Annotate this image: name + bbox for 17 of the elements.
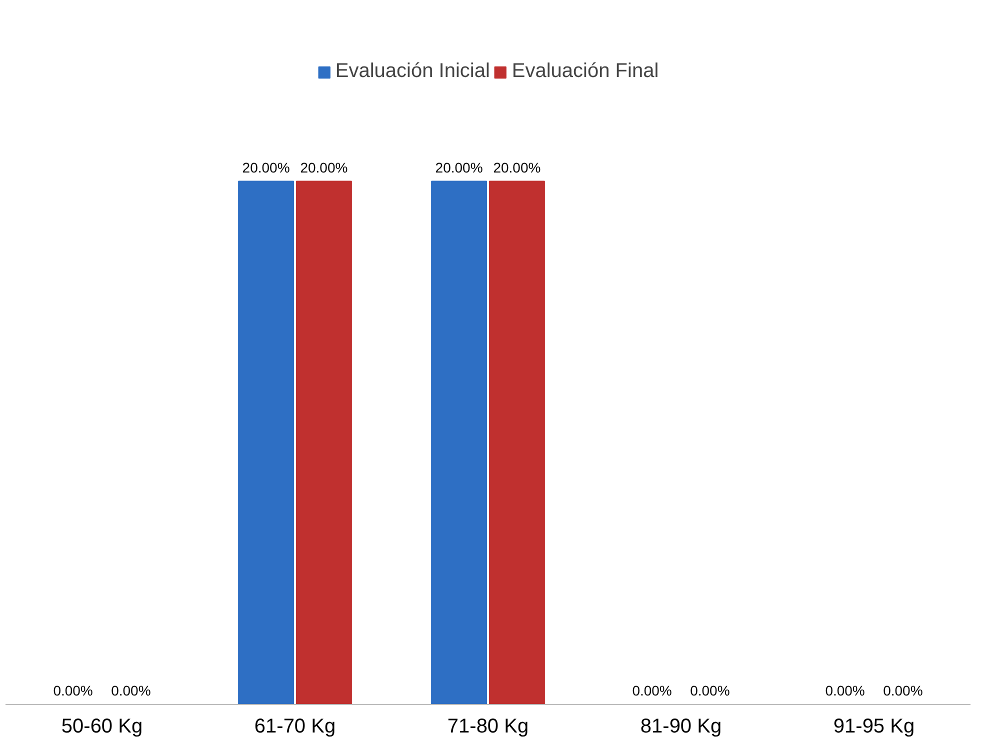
x-tick-label: 91-95 Kg [833,716,915,738]
data-label: 0.00% [111,682,151,698]
x-tick-label: 81-90 Kg [640,716,722,738]
data-label: 0.00% [883,682,923,698]
data-label: 20.00% [435,159,483,176]
legend-label: Evaluación Final [512,60,659,83]
x-tick-label: 71-80 Kg [447,716,529,738]
data-label: 20.00% [493,159,541,176]
legend-label: Evaluación Inicial [335,60,490,83]
data-label: 20.00% [300,159,348,176]
data-label: 20.00% [242,159,290,176]
data-label: 0.00% [53,682,93,698]
x-tick-label: 50-60 Kg [61,716,143,738]
data-label: 0.00% [825,682,865,698]
x-tick-label: 61-70 Kg [254,716,336,738]
data-label: 0.00% [632,682,672,698]
data-label: 0.00% [690,682,730,698]
